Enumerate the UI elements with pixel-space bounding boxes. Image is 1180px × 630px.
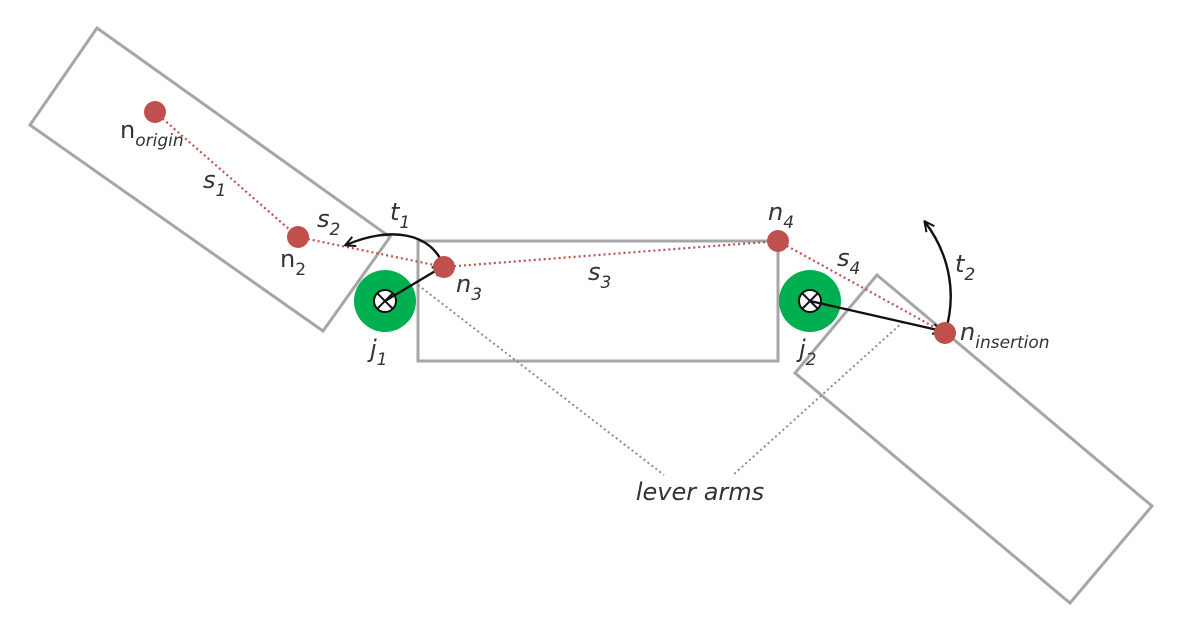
joint-j1-label: j1 xyxy=(367,335,388,370)
segment-s4-label: s4 xyxy=(837,244,860,279)
node-n3-label: n3 xyxy=(456,270,482,305)
segment-s3-label: s3 xyxy=(588,258,611,293)
node-origin xyxy=(144,101,166,123)
torque-arc-t2 xyxy=(925,222,952,334)
lower-body-segment-outline xyxy=(792,272,1155,606)
node-n3 xyxy=(433,256,455,278)
segment-s4 xyxy=(777,240,946,334)
lever-arms-label: lever arms xyxy=(636,478,764,506)
segment-s2-label: s2 xyxy=(317,205,340,240)
node-n2 xyxy=(287,226,309,248)
upper-body-segment-outline xyxy=(27,25,393,334)
middle-body-segment-outline xyxy=(416,239,780,363)
lever-arm-line-1 xyxy=(417,284,665,476)
node-insertion-label: ninsertion xyxy=(960,318,1050,353)
node-n4 xyxy=(767,230,789,252)
moment-arm-arrow-j2 xyxy=(809,299,942,331)
segment-s1 xyxy=(154,111,299,238)
node-origin-label: norigin xyxy=(120,116,184,151)
torque-arc-t1 xyxy=(346,233,446,268)
node-n2-label: n2 xyxy=(280,245,306,280)
segment-s1-label: s1 xyxy=(203,166,226,201)
lever-arm-line-2 xyxy=(732,321,904,476)
node-insertion xyxy=(934,322,956,344)
node-n4-label: n4 xyxy=(768,198,794,233)
torque-t1-label: t1 xyxy=(390,198,410,233)
segment-s3 xyxy=(443,239,779,269)
joint-j2-label: j2 xyxy=(796,335,817,370)
torque-t2-label: t2 xyxy=(955,250,975,285)
moment-arm-arrow-j1 xyxy=(384,267,442,303)
